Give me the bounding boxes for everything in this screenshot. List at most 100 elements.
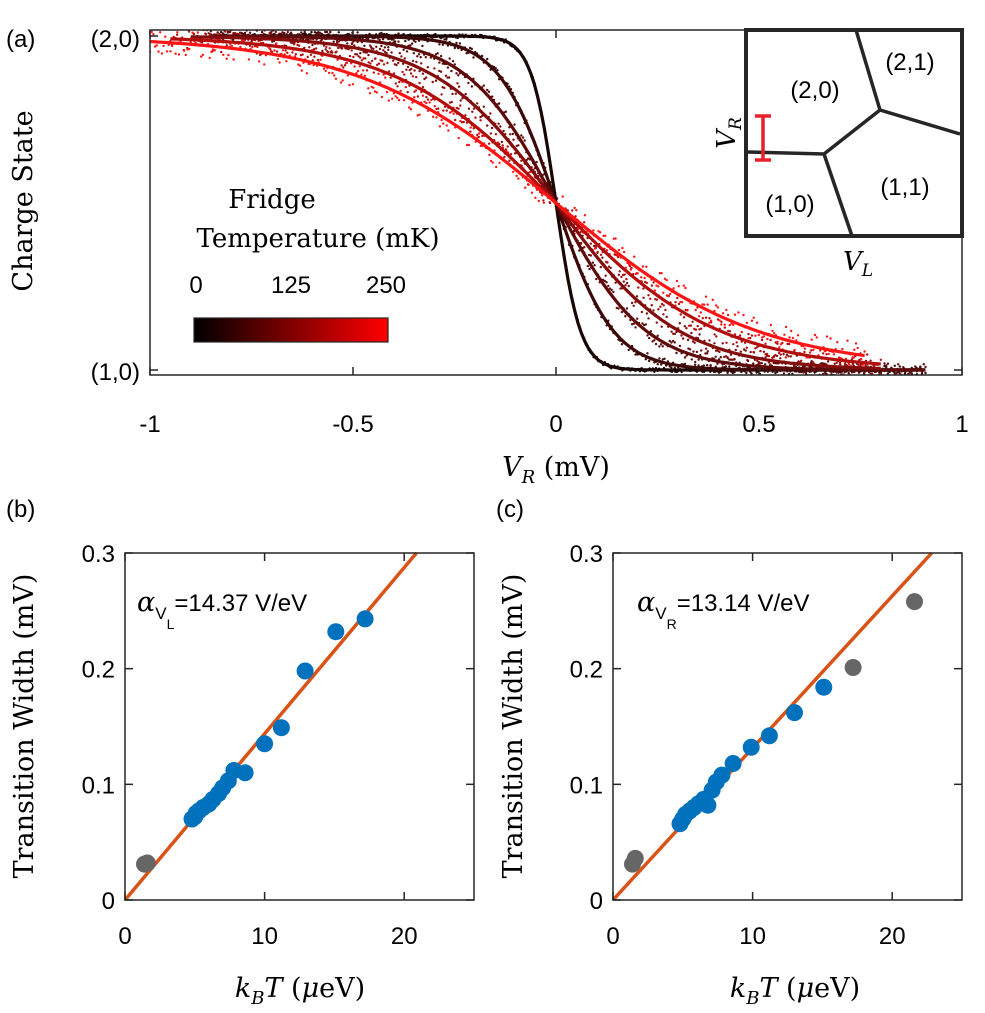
data-point <box>665 279 668 282</box>
data-point <box>670 330 673 333</box>
data-point <box>355 53 359 56</box>
data-point <box>169 50 172 53</box>
data-point <box>372 47 375 50</box>
data-point <box>686 338 690 342</box>
data-point <box>296 662 314 680</box>
data-point <box>680 334 683 337</box>
data-point <box>359 56 362 59</box>
data-point <box>677 285 680 288</box>
data-point <box>490 126 494 130</box>
data-point <box>321 49 324 53</box>
data-point <box>629 268 633 271</box>
inset-label-10: (1,0) <box>765 191 814 218</box>
data-point <box>677 302 681 306</box>
data-point <box>678 322 681 325</box>
data-point <box>879 358 882 361</box>
data-point <box>286 30 289 34</box>
data-point <box>725 308 728 312</box>
axes-box <box>612 552 963 901</box>
data-point <box>853 348 856 351</box>
data-point <box>813 333 817 337</box>
panel-label-b: (b) <box>6 496 35 523</box>
data-point <box>583 246 586 249</box>
x-tick-label: 1 <box>955 411 968 438</box>
data-point <box>318 31 322 34</box>
data-point <box>844 362 847 365</box>
data-point <box>336 58 339 61</box>
data-point <box>353 65 356 68</box>
panel-b-y-label: Transition Width (mV) <box>9 574 40 879</box>
data-point <box>784 356 787 359</box>
data-point <box>216 31 219 34</box>
data-point <box>803 350 806 354</box>
data-point <box>332 40 335 43</box>
data-point <box>494 133 498 136</box>
data-point <box>457 74 460 77</box>
data-point <box>213 49 216 52</box>
data-point <box>721 312 725 315</box>
data-point <box>783 333 786 336</box>
data-point <box>506 145 509 148</box>
data-point <box>455 72 458 75</box>
data-point <box>278 61 281 64</box>
data-point <box>391 97 394 100</box>
data-point <box>392 38 395 41</box>
data-point <box>910 372 913 375</box>
data-point <box>767 354 771 358</box>
data-point <box>362 69 365 72</box>
data-point <box>356 610 374 628</box>
data-point <box>919 365 922 368</box>
data-point <box>184 53 187 57</box>
data-point <box>459 119 462 123</box>
data-point <box>622 250 626 254</box>
data-point <box>457 85 461 88</box>
data-point <box>812 348 815 352</box>
data-point <box>775 354 779 358</box>
data-point <box>676 296 679 300</box>
data-point <box>893 364 896 367</box>
data-point <box>402 99 406 102</box>
data-point <box>866 353 869 356</box>
data-point <box>402 48 405 51</box>
data-point <box>387 99 390 102</box>
data-point <box>363 44 366 47</box>
data-point <box>778 346 781 349</box>
data-point <box>448 76 451 79</box>
data-point <box>313 55 316 58</box>
data-point <box>459 104 462 107</box>
data-point <box>364 51 367 54</box>
data-point <box>703 303 706 306</box>
data-point <box>415 60 418 64</box>
data-point <box>448 57 451 60</box>
data-point <box>346 74 349 77</box>
data-point <box>438 125 442 128</box>
data-point <box>838 361 842 365</box>
colorbar-tick-label-0: 0 <box>189 272 202 299</box>
data-point <box>523 139 526 142</box>
data-point <box>404 39 407 43</box>
data-point <box>348 54 352 58</box>
data-point <box>617 273 621 276</box>
data-point <box>360 59 364 62</box>
data-point <box>786 704 803 722</box>
data-point <box>344 61 348 65</box>
data-point <box>541 194 544 197</box>
data-point <box>340 47 344 50</box>
data-point <box>850 371 854 374</box>
data-point <box>504 148 508 151</box>
data-point <box>757 361 761 364</box>
data-point <box>605 249 609 252</box>
data-point <box>155 44 158 47</box>
data-point <box>738 334 742 337</box>
data-point <box>604 234 607 237</box>
data-point <box>387 48 390 52</box>
inset-vr-marker <box>755 114 771 162</box>
data-point <box>306 55 309 59</box>
data-point <box>501 144 504 147</box>
data-point <box>308 46 311 49</box>
data-point <box>273 49 276 52</box>
data-point <box>694 328 698 331</box>
data-point <box>779 343 783 346</box>
data-point <box>642 296 645 299</box>
data-point <box>683 356 687 359</box>
